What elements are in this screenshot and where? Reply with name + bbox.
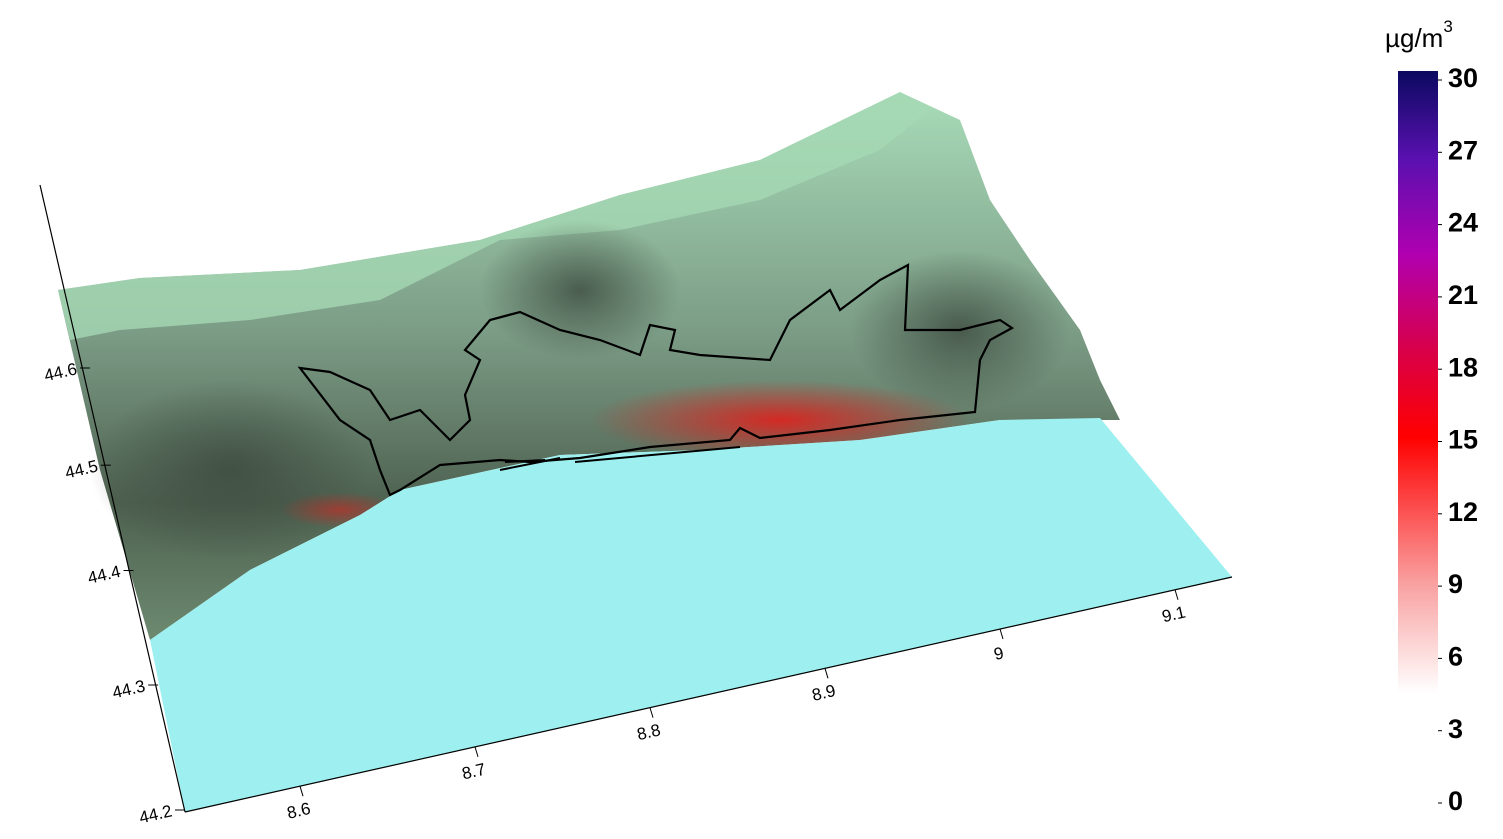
x-tick-label: 8.7: [460, 760, 487, 784]
x-tick-label: 8.6: [285, 799, 312, 823]
colorbar-tick-label: 24: [1448, 208, 1478, 238]
y-tick-label: 44.4: [86, 562, 123, 588]
colorbar-tick-label: 21: [1448, 280, 1478, 310]
x-tick: [1000, 629, 1003, 639]
x-tick: [825, 668, 828, 678]
x-tick: [1175, 590, 1178, 600]
colorbar-tick-label: 15: [1448, 425, 1478, 455]
x-tick-label: 9.1: [1160, 602, 1187, 626]
colorbar-tick-label: 0: [1448, 786, 1463, 816]
colorbar: [1398, 71, 1438, 803]
unit: µg/m: [1385, 23, 1443, 53]
x-tick-label: 8.9: [810, 681, 837, 705]
terrain-surface: [58, 92, 1232, 812]
x-tick: [300, 786, 303, 796]
colorbar-tick-label: 9: [1448, 569, 1463, 599]
y-tick-label: 44.6: [42, 359, 79, 385]
unit-exponent: 3: [1443, 17, 1452, 36]
shadow: [480, 220, 680, 360]
y-tick-label: 44.3: [111, 676, 148, 702]
colorbar-tick-label: 27: [1448, 135, 1478, 165]
colorbar-tick-label: 3: [1448, 714, 1463, 744]
colorbar-tick-label: 18: [1448, 352, 1478, 382]
y-tick-label: 44.2: [137, 801, 174, 827]
colorbar-tick-label: 12: [1448, 497, 1478, 527]
colorbar-tick-label: 6: [1448, 642, 1463, 672]
x-tick: [650, 708, 653, 718]
x-tick: [475, 747, 478, 757]
colorbar-unit: µg/m3: [1385, 17, 1453, 52]
colorbar-tick-label: 30: [1448, 63, 1478, 93]
x-tick-label: 8.8: [635, 720, 662, 744]
x-tick-label: 9: [992, 643, 1006, 664]
map-figure: µg/m3 8.68.78.88.999.144.244.344.444.544…: [0, 0, 1503, 839]
